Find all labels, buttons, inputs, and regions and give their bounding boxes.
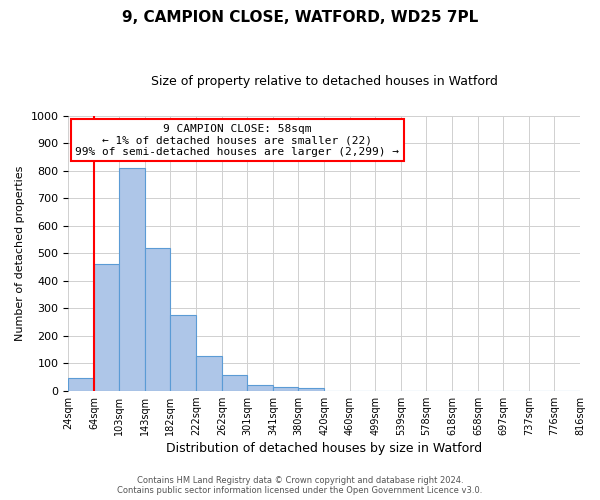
X-axis label: Distribution of detached houses by size in Watford: Distribution of detached houses by size … bbox=[166, 442, 482, 455]
Bar bbox=[68, 378, 94, 390]
Bar bbox=[247, 385, 273, 390]
Bar bbox=[170, 315, 196, 390]
Bar bbox=[94, 264, 119, 390]
Bar bbox=[273, 388, 298, 390]
Bar bbox=[298, 388, 324, 390]
Text: 9 CAMPION CLOSE: 58sqm
← 1% of detached houses are smaller (22)
99% of semi-deta: 9 CAMPION CLOSE: 58sqm ← 1% of detached … bbox=[75, 124, 399, 157]
Bar bbox=[119, 168, 145, 390]
Y-axis label: Number of detached properties: Number of detached properties bbox=[15, 166, 25, 341]
Bar bbox=[196, 356, 222, 390]
Title: Size of property relative to detached houses in Watford: Size of property relative to detached ho… bbox=[151, 75, 497, 88]
Text: 9, CAMPION CLOSE, WATFORD, WD25 7PL: 9, CAMPION CLOSE, WATFORD, WD25 7PL bbox=[122, 10, 478, 25]
Bar bbox=[145, 248, 170, 390]
Bar bbox=[222, 374, 247, 390]
Text: Contains HM Land Registry data © Crown copyright and database right 2024.
Contai: Contains HM Land Registry data © Crown c… bbox=[118, 476, 482, 495]
